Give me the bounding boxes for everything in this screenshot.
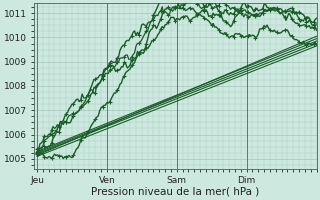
X-axis label: Pression niveau de la mer( hPa ): Pression niveau de la mer( hPa ) [91, 187, 260, 197]
